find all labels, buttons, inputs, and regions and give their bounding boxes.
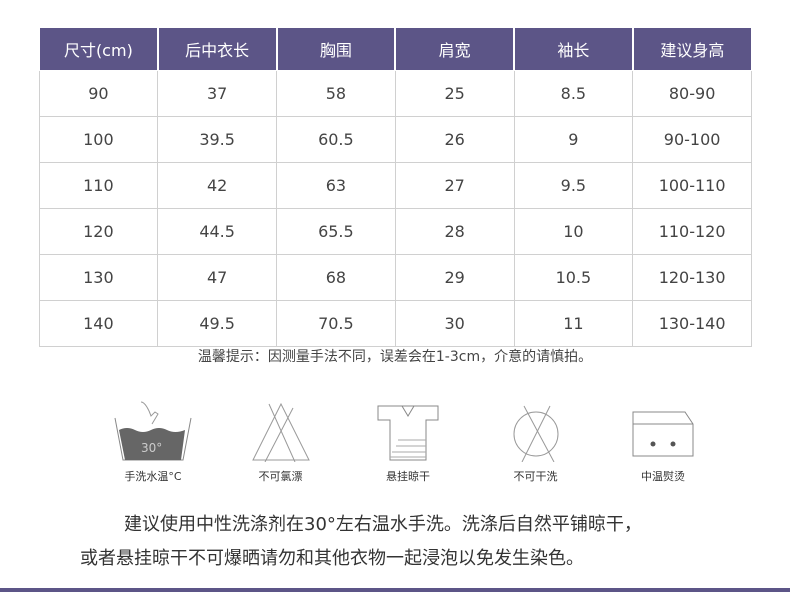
table-cell: 39.5 — [157, 116, 277, 163]
bottom-divider — [0, 588, 790, 592]
table-cell: 11 — [513, 300, 634, 347]
care-no-dry-clean: 不可干洗 — [481, 400, 591, 484]
table-cell: 37 — [157, 70, 277, 117]
care-text-line: 建议使用中性洗涤剂在30°左右温水手洗。洗涤后自然平铺晾干， — [124, 514, 642, 535]
care-label: 中温熨烫 — [641, 470, 685, 483]
svg-text:30°: 30° — [141, 441, 162, 455]
table-row: 140 49.5 70.5 30 11 130-140 — [38, 300, 752, 347]
table-cell: 28 — [394, 208, 515, 255]
iron-medium-icon — [632, 411, 694, 457]
no-bleach-icon — [251, 402, 310, 462]
table-cell: 30 — [394, 300, 515, 347]
table-cell: 68 — [276, 254, 396, 301]
table-row: 130 47 68 29 10.5 120-130 — [38, 254, 752, 301]
table-cell: 110-120 — [632, 208, 752, 255]
care-instructions: 建议使用中性洗涤剂在30°左右温水手洗。洗涤后自然平铺晾干， 或者悬挂晾干不可爆… — [80, 508, 642, 576]
table-cell: 100-110 — [632, 162, 752, 209]
table-cell: 44.5 — [157, 208, 277, 255]
table-cell: 26 — [394, 116, 515, 163]
table-cell: 90-100 — [632, 116, 752, 163]
measurement-note: 温馨提示：因测量手法不同，误差会在1-3cm，介意的请慎拍。 — [197, 349, 593, 365]
care-hang-dry: 悬挂晾干 — [353, 400, 463, 484]
table-cell: 100 — [38, 116, 159, 163]
care-text-line: 或者悬挂晾干不可爆晒请勿和其他衣物一起浸泡以免发生染色。 — [80, 548, 584, 569]
table-cell: 29 — [394, 254, 515, 301]
table-cell: 70.5 — [276, 300, 396, 347]
column-header: 后中衣长 — [156, 27, 277, 71]
hand-wash-icon: 30° — [114, 401, 192, 461]
care-hand-wash: 30° 手洗水温°C — [98, 400, 208, 484]
table-cell: 27 — [394, 162, 515, 209]
table-row: 110 42 63 27 9.5 100-110 — [38, 162, 752, 209]
table-cell: 60.5 — [276, 116, 396, 163]
table-cell: 58 — [276, 70, 396, 117]
table-cell: 130-140 — [632, 300, 752, 347]
table-cell: 90 — [38, 70, 159, 117]
size-table: 尺寸(cm) 后中衣长 胸围 肩宽 袖长 建议身高 90 37 58 25 8.5 80-90 100… — [38, 27, 752, 347]
table-cell: 9.5 — [513, 162, 634, 209]
care-label: 不可干洗 — [513, 470, 558, 483]
table-row: 120 44.5 65.5 28 10 110-120 — [38, 208, 752, 255]
table-cell: 140 — [38, 300, 159, 347]
care-no-bleach: 不可氯漂 — [226, 400, 336, 484]
table-cell: 120-130 — [632, 254, 752, 301]
column-header: 尺寸(cm) — [38, 27, 159, 71]
table-cell: 9 — [513, 116, 634, 163]
table-cell: 10.5 — [513, 254, 634, 301]
column-header: 袖长 — [513, 27, 634, 71]
care-icons: 30° 手洗水温°C 不可氯漂 悬挂晾干 不可干洗 中温熨烫 — [98, 400, 718, 484]
no-dry-clean-icon — [513, 405, 558, 462]
care-label: 不可氯漂 — [258, 470, 303, 483]
table-cell: 8.5 — [513, 70, 634, 117]
table-cell: 65.5 — [276, 208, 396, 255]
table-cell: 42 — [157, 162, 277, 209]
care-iron-medium: 中温熨烫 — [608, 400, 718, 484]
table-cell: 80-90 — [632, 70, 752, 117]
table-cell: 110 — [38, 162, 159, 209]
table-row: 100 39.5 60.5 26 9 90-100 — [38, 116, 752, 163]
table-cell: 25 — [394, 70, 515, 117]
column-header: 胸围 — [275, 27, 396, 71]
hang-dry-icon — [377, 405, 439, 461]
table-cell: 63 — [276, 162, 396, 209]
care-label: 手洗水温°C — [124, 470, 182, 483]
column-header: 建议身高 — [631, 27, 752, 71]
table-cell: 130 — [38, 254, 159, 301]
table-cell: 120 — [38, 208, 159, 255]
table-cell: 47 — [157, 254, 277, 301]
table-cell: 10 — [513, 208, 634, 255]
care-label: 悬挂晾干 — [386, 470, 430, 483]
table-cell: 49.5 — [157, 300, 277, 347]
column-header: 肩宽 — [394, 27, 515, 71]
table-row: 90 37 58 25 8.5 80-90 — [38, 70, 752, 117]
